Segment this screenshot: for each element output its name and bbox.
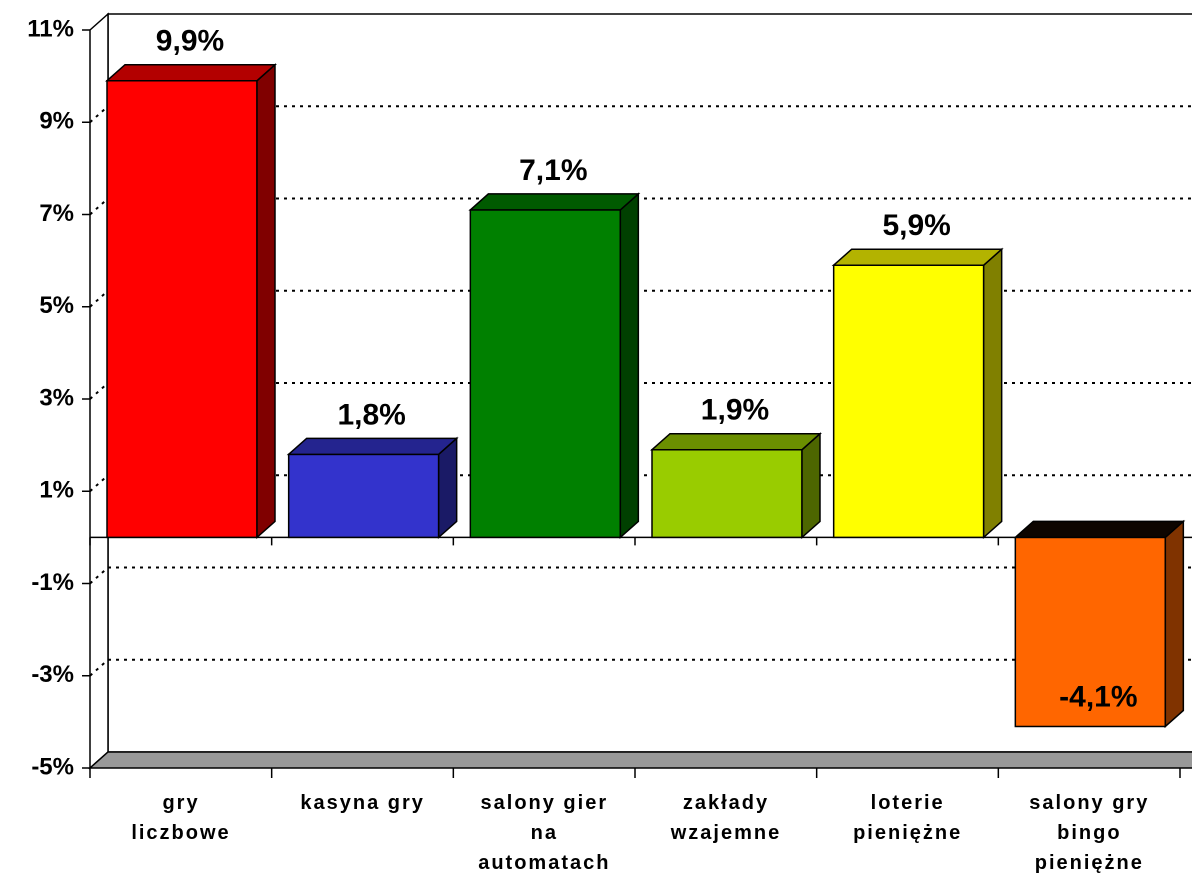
x-tick-label: gry liczbowe — [131, 792, 231, 844]
floor — [88, 751, 1192, 769]
y-tick-label: -3% — [31, 661, 74, 688]
y-tick-label: 9% — [39, 108, 74, 135]
y-tick-label: -5% — [31, 753, 74, 780]
x-tick-label: zakłady wzajemne — [670, 792, 782, 844]
value-label: 9,9% — [156, 25, 224, 58]
bar-top — [286, 437, 459, 456]
value-label: -4,1% — [1059, 680, 1137, 713]
bar — [287, 453, 440, 539]
x-tick-label: loterie pieniężne — [853, 792, 963, 844]
y-tick-label: -1% — [31, 569, 74, 596]
x-tick-label: salony gry bingo pieniężne — [1029, 792, 1150, 874]
y-tick-label: 3% — [39, 384, 74, 411]
x-tick-label: salony gier na automatach — [478, 792, 611, 874]
bar-top — [468, 193, 641, 211]
bar-top — [831, 248, 1004, 266]
bar — [651, 448, 803, 539]
bar-side — [801, 432, 821, 540]
bar — [469, 209, 622, 539]
bar-side — [1164, 519, 1185, 729]
bar-side — [256, 63, 276, 540]
y-tick-label: 7% — [39, 200, 74, 227]
bar — [1014, 536, 1167, 728]
y-tick-label: 5% — [39, 292, 74, 319]
left-wall — [89, 12, 109, 770]
x-tick-label: kasyna gry — [300, 792, 425, 814]
bar-side — [619, 192, 640, 540]
value-label: 1,8% — [337, 398, 405, 431]
bar-top — [1013, 520, 1186, 539]
bar-top — [105, 63, 277, 82]
bar-side — [437, 436, 458, 540]
y-tick-label: 1% — [39, 477, 74, 504]
bar — [106, 79, 258, 539]
value-label: 1,9% — [701, 394, 769, 427]
bar — [832, 264, 985, 539]
bar-top — [650, 432, 822, 451]
y-tick-label: 11% — [27, 15, 74, 42]
value-label: 5,9% — [882, 209, 950, 242]
value-label: 7,1% — [519, 154, 587, 187]
bar-side — [982, 247, 1003, 540]
